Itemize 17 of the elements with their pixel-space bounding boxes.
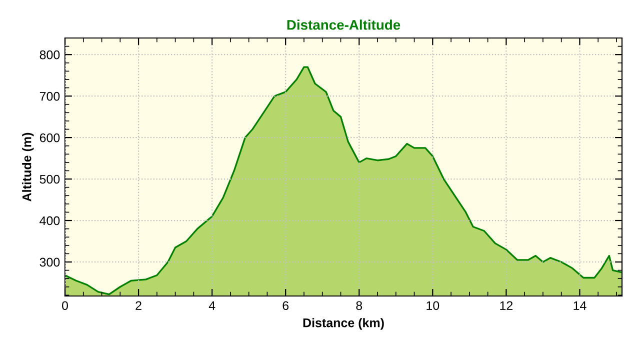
x-tick-label: 14 [574, 301, 586, 310]
y-axis-title: Altitude (m) [22, 132, 34, 202]
x-tick-label: 4 [208, 301, 216, 310]
x-axis-title: Distance (km) [303, 318, 384, 330]
chart-title: Distance-Altitude [287, 20, 400, 30]
x-tick-label: 10 [426, 301, 440, 310]
x-tick-label: 8 [356, 301, 362, 310]
x-tick-label: 0 [62, 301, 68, 310]
y-tick-label: 800 [40, 50, 60, 60]
y-tick-label: 700 [40, 92, 60, 101]
x-tick-label: 2 [136, 301, 142, 310]
y-tick-label: 300 [40, 258, 60, 267]
y-tick-label: 600 [40, 133, 60, 142]
x-tick-label: 6 [282, 301, 289, 310]
x-tick-label: 12 [500, 301, 513, 310]
y-tick-label: 400 [40, 216, 60, 226]
y-tick-label: 500 [40, 174, 60, 184]
